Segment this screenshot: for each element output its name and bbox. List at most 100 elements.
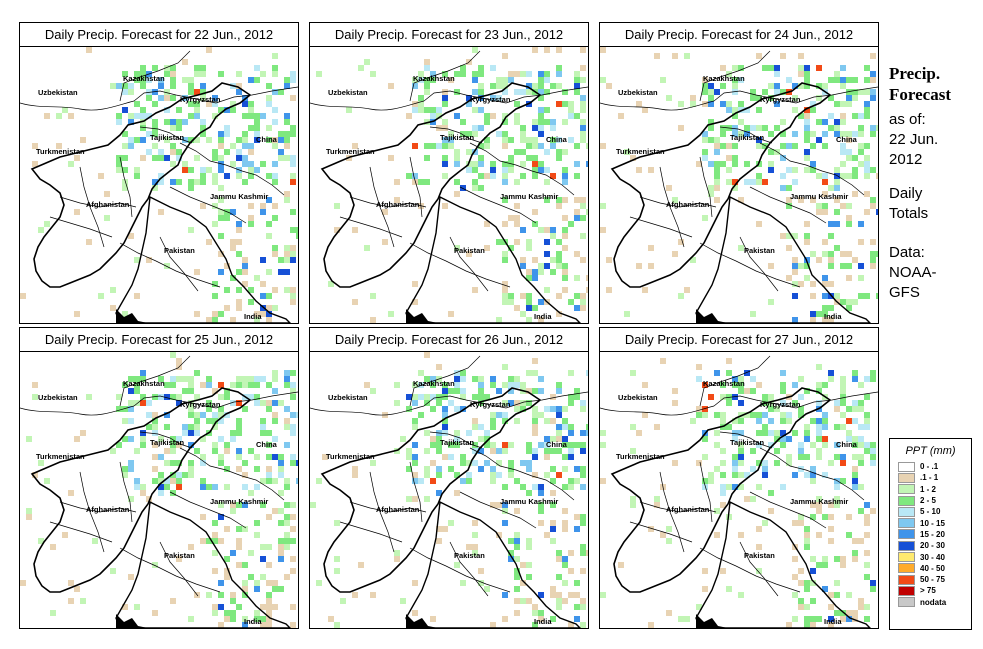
precip-cell [188,227,194,233]
precip-cell [236,221,242,227]
precip-cell [514,598,520,604]
precip-cell [206,406,212,412]
precip-cell [804,131,810,137]
precip-cell [290,502,296,508]
precip-cell [750,496,756,502]
precip-cell [876,173,878,179]
precip-cell [556,472,562,478]
precip-cell [822,173,828,179]
precip-cell [550,269,556,275]
precip-cell [290,287,296,293]
precip-cell [550,616,556,622]
precip-cell [412,394,418,400]
precip-cell [756,544,762,550]
admin-border [79,166,105,248]
precip-cell [526,305,532,311]
precip-cell [206,592,212,598]
precip-cell [672,53,678,59]
precip-cell [864,376,870,382]
precip-cell [176,400,182,406]
precip-cell [370,388,376,394]
precip-cell [460,580,466,586]
precip-cell [520,382,526,388]
precip-cell [562,454,568,460]
precip-cell [732,418,738,424]
precip-cell [278,550,284,556]
precip-cell [194,424,200,430]
precip-cell [472,394,478,400]
afghanistan-border [610,387,832,593]
precip-cell [218,197,224,203]
precip-cell [714,89,720,95]
precip-cell [472,520,478,526]
precip-cell [212,149,218,155]
precip-cell [828,185,834,191]
precip-cell [272,436,278,442]
precip-cell [568,622,574,628]
precip-cell [792,400,798,406]
precip-cell [840,478,846,484]
precip-cell [80,430,86,436]
precip-cell [442,155,448,161]
precip-cell [762,460,768,466]
precip-cell [230,616,236,622]
precip-cell [630,424,636,430]
precip-cell [816,137,822,143]
precip-cell [272,287,278,293]
precip-cell [846,221,852,227]
precip-cell [574,161,580,167]
precip-cell [846,610,852,616]
precip-cell [412,143,418,149]
precip-cell [436,526,442,532]
map-label-kazakhstan: Kazakhstan [703,74,745,83]
precip-cell [556,257,562,263]
precip-cell [128,137,134,143]
map-label-uzbekistan: Uzbekistan [38,393,78,402]
precip-cell [188,616,194,622]
precip-cell [212,101,218,107]
precip-cell [478,107,484,113]
precip-cell [568,442,574,448]
precip-cell [266,442,272,448]
precip-cell [702,149,708,155]
precip-cell [514,89,520,95]
precip-cell [50,610,56,616]
precip-cell [852,167,858,173]
precip-cell [242,101,248,107]
precip-cell [810,311,816,317]
precip-cell [484,173,490,179]
precip-cell [538,490,544,496]
precip-cell [744,125,750,131]
precip-cell [502,113,508,119]
map-label-afghanistan: Afghanistan [376,505,420,514]
precip-cell [236,502,242,508]
precip-map: KazakhstanUzbekistanKyrgyzstanTurkmenist… [20,352,298,628]
precip-cell [224,305,230,311]
precip-cell [586,424,588,430]
precip-cell [556,388,562,394]
precip-cell [284,574,290,580]
precip-cell [550,490,556,496]
precip-cell [128,436,134,442]
precip-cell [720,394,726,400]
precip-cell [526,83,532,89]
precip-cell [146,149,152,155]
precip-cell [290,155,296,161]
precip-cell [122,382,128,388]
admin-border [699,461,713,523]
precip-cell [170,95,176,101]
legend-entry: 40 - 50 [890,563,971,574]
precip-cell [212,317,218,323]
precip-cell [242,460,248,466]
precip-cell [852,418,858,424]
precip-cell [804,239,810,245]
afghanistan-border [320,387,542,593]
precip-cell [224,574,230,580]
precip-cell [224,215,230,221]
precip-cell [732,113,738,119]
precip-cell [272,143,278,149]
precip-cell [550,406,556,412]
precip-cell [32,472,38,478]
precip-cell [170,490,176,496]
precip-cell [520,137,526,143]
